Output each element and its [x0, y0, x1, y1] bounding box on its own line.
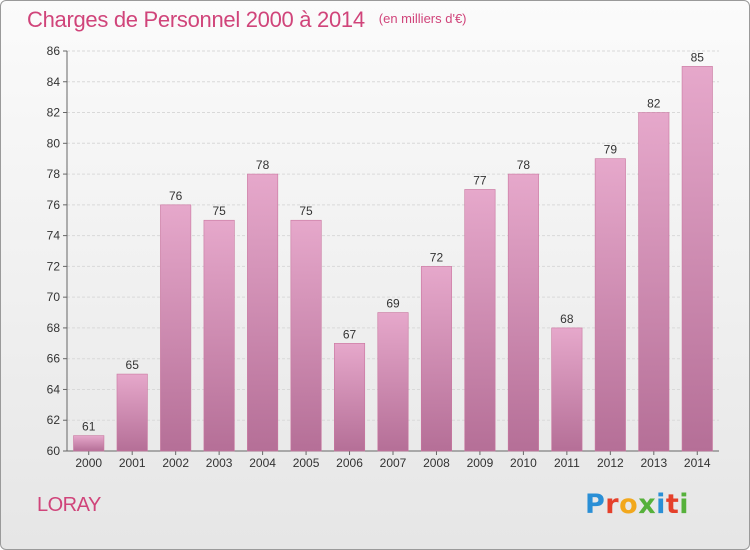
x-tick-label: 2003	[206, 456, 233, 470]
bar-2007	[377, 312, 409, 452]
bar-2002	[160, 204, 192, 452]
bar-2003	[203, 219, 235, 452]
bar-2014	[681, 66, 713, 452]
data-label-2009: 77	[473, 173, 487, 187]
y-tick-label: 80	[47, 136, 61, 150]
bar-2008	[420, 266, 452, 452]
bar-2005	[290, 219, 322, 452]
data-label-2005: 75	[299, 204, 313, 218]
brand-logo: Proxiti	[585, 489, 689, 520]
x-tick-label: 2006	[336, 456, 363, 470]
axes: 60 62 64 66 68 70 72 74 76 78 80 82 84 86 2000 2001 2002…	[47, 44, 719, 470]
x-tick-label: 2014	[684, 456, 711, 470]
y-tick-label: 72	[47, 259, 61, 273]
data-label-2007: 69	[386, 297, 400, 311]
bar-2013	[638, 112, 670, 452]
data-label-2001: 65	[126, 358, 140, 372]
brand-letter: i	[656, 489, 666, 520]
y-tick-label: 74	[47, 229, 61, 243]
brand-letter: P	[585, 489, 606, 520]
x-tick-label: 2007	[380, 456, 407, 470]
brand-letter: i	[679, 489, 690, 520]
chart-subtitle: (en milliers d'€)	[378, 11, 467, 26]
y-tick-label: 62	[47, 413, 61, 427]
bars	[73, 66, 713, 452]
x-tick-label: 2005	[293, 456, 320, 470]
x-tick-label: 2010	[510, 456, 537, 470]
data-label-2014: 85	[691, 50, 705, 64]
brand-letter: r	[605, 489, 620, 520]
data-label-2010: 78	[517, 158, 531, 172]
bar-2001	[116, 373, 148, 452]
y-tick-label: 70	[47, 290, 61, 304]
x-tick-label: 2004	[249, 456, 276, 470]
brand-letter: t	[665, 489, 680, 520]
data-label-2012: 79	[604, 143, 618, 157]
x-tick-label: 2013	[640, 456, 667, 470]
x-tick-label: 2008	[423, 456, 450, 470]
x-tick-label: 2009	[467, 456, 494, 470]
chart-title: Charges de Personnel 2000 à 2014	[27, 7, 365, 32]
bar-2006	[334, 343, 366, 452]
bar-2012	[594, 158, 626, 452]
brand-letter: x	[638, 489, 657, 520]
data-label-2000: 61	[82, 420, 96, 434]
data-label-2004: 78	[256, 158, 270, 172]
y-tick-label: 60	[47, 444, 61, 458]
x-tick-label: 2011	[554, 456, 580, 470]
x-tick-label: 2002	[162, 456, 189, 470]
data-labels: 61 65 76 75 78 75 67 69 72 77 78 68 79 82 85	[82, 50, 704, 433]
x-tick-label: 2012	[597, 456, 624, 470]
y-tick-label: 66	[47, 352, 61, 366]
y-tick-label: 82	[47, 106, 61, 120]
bar-2000	[73, 435, 105, 452]
data-label-2008: 72	[430, 250, 444, 264]
y-tick-label: 86	[47, 44, 61, 58]
data-label-2002: 76	[169, 189, 183, 203]
bar-2009	[464, 189, 496, 452]
data-label-2013: 82	[647, 97, 661, 111]
brand-letter: o	[619, 489, 639, 520]
place-name: LORAY	[37, 494, 101, 516]
x-tick-label: 2001	[119, 456, 146, 470]
title-row: Charges de Personnel 2000 à 2014 (en mill…	[27, 7, 467, 33]
data-label-2011: 68	[560, 312, 574, 326]
y-tick-label: 64	[47, 382, 61, 396]
bar-2004	[247, 173, 279, 452]
x-tick-label: 2000	[75, 456, 102, 470]
y-tick-label: 76	[47, 198, 61, 212]
data-label-2003: 75	[212, 204, 226, 218]
y-tick-label: 84	[47, 75, 61, 89]
data-label-2006: 67	[343, 327, 357, 341]
y-tick-label: 78	[47, 167, 61, 181]
bar-2010	[507, 173, 539, 452]
bar-2011	[551, 327, 583, 452]
y-tick-label: 68	[47, 321, 61, 335]
